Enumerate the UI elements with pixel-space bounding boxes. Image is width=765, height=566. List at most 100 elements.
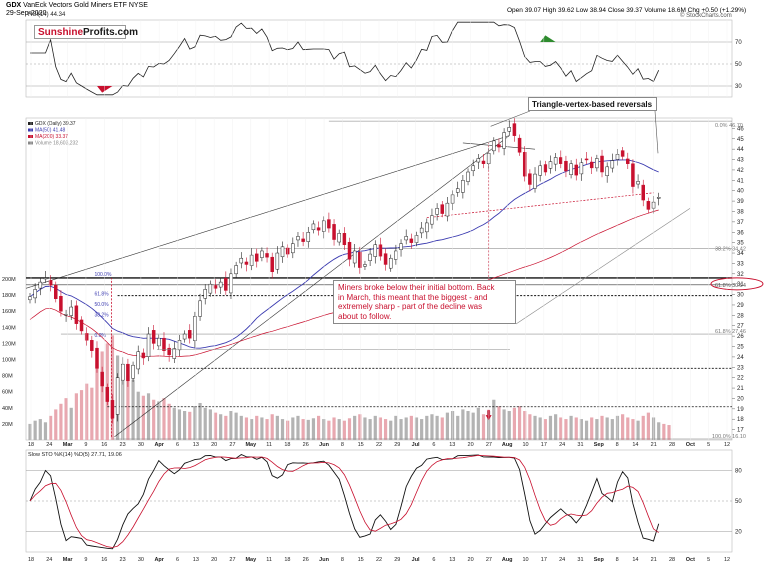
price-tick-label: 17	[737, 428, 744, 434]
x-axis-label: 6	[432, 442, 435, 448]
volume-bar	[286, 420, 290, 440]
volume-bar	[244, 417, 249, 440]
candle-body	[502, 132, 506, 149]
volume-bar	[368, 419, 372, 440]
ohlc-readout: Open 39.07 High 39.62 Low 38.94 Close 39…	[507, 7, 747, 14]
price-tick-label: 40	[737, 189, 744, 195]
x-axis-label-bottom: Aug	[502, 557, 513, 563]
volume-bar	[69, 407, 73, 440]
price-tick-label: 19	[737, 407, 744, 413]
candle-body	[311, 223, 316, 231]
volume-bar	[574, 417, 578, 440]
candle-body	[507, 127, 512, 132]
x-axis-label-bottom: 21	[651, 557, 657, 563]
candle-body	[213, 285, 218, 289]
volume-tick-label: 80M	[2, 374, 13, 380]
volume-bar	[492, 399, 496, 440]
x-axis-label-bottom: Sep	[594, 557, 605, 563]
candle-body	[347, 241, 352, 260]
x-axis-label-bottom: 15	[358, 557, 364, 563]
price-tick-label: 35	[737, 241, 744, 247]
candle-body	[115, 377, 120, 415]
x-axis-label-bottom: 8	[616, 557, 619, 563]
candle-body	[105, 386, 110, 402]
x-axis-label-bottom: 9	[84, 557, 87, 563]
x-axis-label: 5	[707, 442, 710, 448]
volume-bar	[224, 415, 228, 440]
candle-body	[59, 295, 63, 312]
x-axis-label-bottom: 6	[432, 557, 435, 563]
volume-bar	[646, 412, 650, 440]
x-axis-label: 6	[176, 442, 179, 448]
note-connector	[515, 208, 691, 325]
volume-bar	[657, 422, 661, 440]
candle-body	[610, 160, 615, 169]
volume-bar	[152, 399, 156, 440]
volume-bar	[213, 412, 218, 440]
x-axis-label: Oct	[686, 442, 695, 448]
price-tick-label: 44	[737, 147, 744, 153]
volume-bar	[466, 411, 470, 440]
candle-body	[399, 243, 403, 250]
candle-body	[363, 264, 367, 267]
candle-body	[95, 347, 99, 369]
rsi-tick-label: 50	[735, 62, 742, 68]
volume-bar	[564, 419, 568, 440]
volume-tick-label: 100M	[2, 358, 16, 364]
price-tick-label: 43	[737, 158, 744, 164]
candle-body	[265, 253, 269, 258]
candle-body	[476, 158, 481, 163]
volume-bar	[265, 419, 269, 440]
candle-body	[28, 296, 32, 301]
volume-bar	[203, 407, 207, 440]
volume-bar	[554, 414, 558, 440]
volume-bar	[182, 411, 187, 440]
ma50-line	[29, 159, 659, 349]
candle-body	[126, 363, 130, 382]
volume-bar	[79, 390, 84, 440]
price-tick-label: 38	[737, 209, 744, 215]
price-tick-label: 33	[737, 261, 744, 267]
volume-bar	[59, 403, 63, 440]
volume-bar	[280, 419, 285, 440]
logo: SunshineProfits.com	[34, 25, 138, 39]
candle-body	[584, 158, 589, 161]
candle-body	[394, 250, 398, 260]
volume-bar	[528, 414, 532, 440]
volume-bar	[126, 375, 130, 440]
price-tick-label: 41	[737, 178, 744, 184]
x-axis-label-bottom: 27	[486, 557, 492, 563]
volume-bar	[584, 420, 589, 440]
volume-bar	[188, 411, 192, 440]
x-axis-label: 13	[193, 442, 199, 448]
volume-tick-label: 160M	[2, 309, 16, 315]
candle-body	[450, 194, 455, 204]
candle-body	[486, 153, 491, 164]
candle-body	[172, 348, 177, 359]
fib-label-top: 0.0% 46.70	[715, 123, 743, 129]
candle-body	[84, 333, 89, 341]
volume-bar	[435, 415, 439, 440]
price-tick-label: 26	[737, 334, 744, 340]
volume-bar	[255, 415, 259, 440]
x-axis-label-bottom: 20	[468, 557, 474, 563]
x-axis-label: 10	[522, 442, 528, 448]
note-line: about to follow.	[338, 311, 392, 321]
legend-swatch	[28, 122, 33, 125]
rsi-tick-label: 70	[735, 40, 742, 46]
x-axis-label: 21	[651, 442, 657, 448]
volume-bar	[38, 419, 42, 440]
candle-body	[589, 161, 594, 169]
logo-part2: Profits.com	[83, 27, 139, 38]
volume-bar	[461, 409, 465, 440]
candle-body	[574, 164, 578, 176]
x-axis-label: 16	[101, 442, 107, 448]
x-axis-label: 8	[341, 442, 344, 448]
candle-body	[162, 337, 166, 351]
candle-body	[146, 333, 151, 357]
x-axis-label-bottom: Jun	[319, 557, 329, 563]
price-tick-label: 25	[737, 345, 744, 351]
candle-body	[481, 160, 486, 164]
volume-bar	[631, 419, 635, 440]
candle-body	[182, 333, 187, 340]
